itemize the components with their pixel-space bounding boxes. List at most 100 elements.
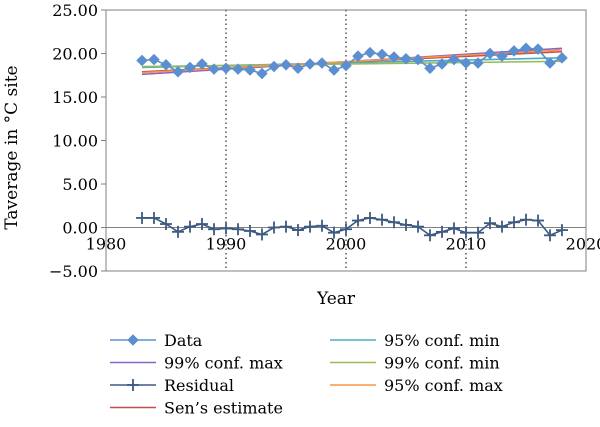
data-point — [184, 61, 196, 74]
residual-point — [352, 214, 364, 227]
legend-item-data: Data — [110, 331, 203, 350]
data-point — [412, 53, 424, 66]
data-point — [196, 58, 208, 70]
data-point — [232, 63, 244, 76]
data-point — [220, 62, 232, 75]
residual-point — [520, 213, 532, 226]
residual-point — [472, 226, 484, 239]
residual-point — [304, 220, 316, 233]
data-point — [160, 58, 172, 71]
residual-point — [268, 221, 280, 234]
legend-item-ci99min: 99% conf. min — [330, 354, 500, 373]
y-tick-label: 5.00 — [62, 175, 98, 194]
residual-point — [256, 228, 268, 241]
y-tick-label: 20.00 — [52, 45, 98, 64]
residual-point — [532, 214, 544, 227]
data-point — [136, 54, 148, 67]
y-tick-label: 10.00 — [52, 132, 98, 151]
data-point — [148, 53, 160, 66]
residual-point — [556, 224, 568, 237]
data-point — [424, 62, 436, 75]
y-axis-ticks: −5.00 0.00 5.00 10.00 15.00 20.00 25.00 — [49, 1, 106, 281]
x-tick-label: 2000 — [326, 235, 367, 254]
residual-point — [400, 218, 412, 231]
legend-marker-plus — [127, 379, 139, 391]
residual-point — [508, 216, 520, 229]
legend-label: 99% conf. max — [164, 354, 283, 373]
y-tick-label: 25.00 — [52, 1, 98, 20]
residual-point — [460, 226, 472, 239]
legend-item-ci95min: 95% conf. min — [330, 331, 500, 350]
legend-label: Data — [164, 331, 203, 350]
data-point — [172, 65, 184, 78]
data-point — [328, 64, 340, 76]
residual-point — [436, 225, 448, 238]
y-axis-title: Taverage in °C site — [2, 65, 22, 229]
data-point — [268, 60, 280, 73]
residual-point — [184, 220, 196, 233]
data-point — [316, 57, 328, 69]
residual-point — [544, 229, 556, 242]
data-point — [484, 47, 496, 60]
x-tick-label: 1990 — [206, 235, 247, 254]
residual-point — [208, 223, 220, 236]
x-axis-ticks: 19801990200020102020 — [86, 227, 600, 254]
residual-point — [316, 219, 328, 232]
residual-point — [388, 216, 400, 229]
residual-point — [424, 229, 436, 242]
data-point — [208, 63, 220, 76]
data-point — [340, 59, 352, 72]
data-point — [556, 51, 568, 64]
legend-label: Sen’s estimate — [164, 399, 283, 418]
data-point — [520, 42, 532, 55]
legend-item-sen: Sen’s estimate — [110, 399, 283, 418]
plot-area-frame — [105, 9, 587, 272]
y-tick-label: 0.00 — [62, 219, 98, 238]
data-point — [400, 52, 412, 65]
data-point — [292, 62, 304, 75]
residual-point — [232, 223, 244, 236]
data-point — [352, 50, 364, 62]
legend: Data 95% conf. min 99% conf. max 99% conf. … — [110, 331, 503, 418]
data-point — [532, 43, 544, 56]
residual-point — [196, 218, 208, 231]
data-point — [280, 58, 292, 71]
residual-point — [172, 225, 184, 238]
residual-point — [496, 220, 508, 233]
data-point — [472, 57, 484, 69]
residual-point — [220, 222, 232, 235]
legend-label: 95% conf. min — [384, 331, 500, 350]
x-tick-label: 2020 — [566, 235, 600, 254]
data-point — [256, 67, 268, 80]
legend-item-ci95max: 95% conf. max — [330, 376, 503, 395]
residual-point — [484, 217, 496, 230]
residual-point — [412, 220, 424, 233]
data-point — [376, 48, 388, 61]
residual-point — [136, 211, 148, 224]
data-point — [448, 53, 460, 66]
x-axis-title: Year — [316, 289, 356, 309]
data-series — [136, 42, 568, 242]
legend-label: 95% conf. max — [384, 376, 503, 395]
y-tick-label: 15.00 — [52, 88, 98, 107]
data-point — [508, 45, 520, 57]
residual-point — [148, 211, 160, 224]
legend-label: 99% conf. min — [384, 354, 500, 373]
data-point — [544, 57, 556, 69]
residual-point — [340, 223, 352, 236]
x-tick-label: 2010 — [446, 235, 487, 254]
legend-label: Residual — [164, 376, 234, 395]
residual-point — [328, 226, 340, 239]
data-point — [436, 58, 448, 70]
legend-item-residual: Residual — [110, 376, 234, 395]
data-point — [244, 64, 256, 76]
legend-marker-diamond — [127, 334, 139, 346]
residual-point — [364, 211, 376, 224]
residual-point — [244, 224, 256, 237]
y-tick-label: −5.00 — [49, 262, 98, 281]
legend-item-ci99max: 99% conf. max — [110, 354, 283, 373]
residual-point — [376, 213, 388, 226]
residual-point — [292, 224, 304, 237]
data-point — [304, 58, 316, 70]
